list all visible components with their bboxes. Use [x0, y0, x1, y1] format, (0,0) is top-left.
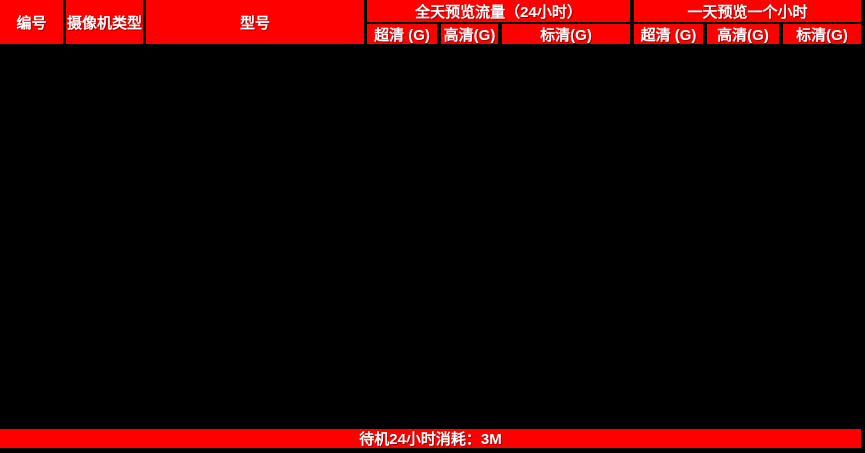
col-header-fullday-hd: 高清(G) [441, 24, 498, 44]
group-header-fullday-preview: 全天预览流量（24小时） 超清 (G) 高清(G) 标清(G) [367, 0, 630, 44]
col-header-camera-type: 摄像机类型 [66, 0, 143, 44]
group-onehour-subheader-row: 超清 (G) 高清(G) 标清(G) [634, 24, 861, 44]
group-title-fullday-preview: 全天预览流量（24小时） [367, 0, 630, 22]
col-header-onehour-sd: 标清(G) [783, 24, 861, 44]
table-body-empty [0, 45, 865, 428]
col-header-onehour-uhd: 超清 (G) [634, 24, 703, 44]
col-header-fullday-sd: 标清(G) [502, 24, 630, 44]
standby-consumption-bar: 待机24小时消耗：3M [0, 429, 861, 448]
group-fullday-subheader-row: 超清 (G) 高清(G) 标清(G) [367, 24, 630, 44]
col-header-fullday-uhd: 超清 (G) [367, 24, 437, 44]
col-header-number: 编号 [0, 0, 63, 44]
col-header-model: 型号 [146, 0, 364, 44]
table-header: 编号 摄像机类型 型号 全天预览流量（24小时） 超清 (G) 高清(G) 标清… [0, 0, 861, 44]
group-title-onehour-preview: 一天预览一个小时 [634, 0, 861, 22]
col-header-onehour-hd: 高清(G) [707, 24, 779, 44]
group-header-onehour-preview: 一天预览一个小时 超清 (G) 高清(G) 标清(G) [634, 0, 861, 44]
